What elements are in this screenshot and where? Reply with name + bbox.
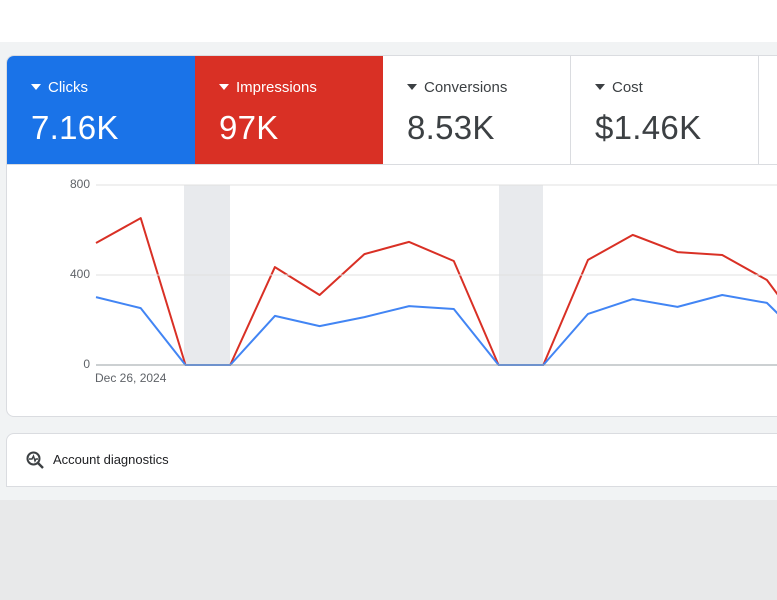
metric-label: Cost <box>612 78 643 96</box>
dropdown-arrow <box>595 84 605 90</box>
y-tick-label: 800 <box>70 177 90 191</box>
diagnostics-title[interactable]: Account diagnostics <box>53 452 169 467</box>
metric-tabs: Clicks 7.16K Impressions 97K Conversions 8.53… <box>7 56 777 165</box>
metric-tab[interactable] <box>759 56 777 164</box>
metric-label-row: Impressions <box>219 78 383 96</box>
metric-value: 7.16K <box>31 109 119 146</box>
metric-label-row: Clicks <box>31 78 195 96</box>
metric-tab[interactable]: Clicks 7.16K <box>7 56 195 164</box>
metric-tab[interactable]: Cost $1.46K <box>571 56 759 164</box>
dropdown-arrow <box>407 84 417 90</box>
dropdown-arrow <box>31 84 41 90</box>
metric-tab[interactable]: Conversions 8.53K <box>383 56 571 164</box>
diagnostics-card[interactable]: Account diagnostics <box>6 433 777 487</box>
metric-label: Conversions <box>424 78 508 96</box>
metric-value: $1.46K <box>595 109 702 146</box>
x-tick-label: Dec 26, 2024 <box>95 371 167 385</box>
chart: 0 400 800 Dec 26, 2024 <box>70 177 777 385</box>
metric-label-row: Cost <box>595 78 758 96</box>
y-tick-label: 0 <box>83 357 90 371</box>
top-bar <box>0 0 777 42</box>
metric-tab[interactable]: Impressions 97K <box>195 56 383 164</box>
dropdown-arrow <box>219 84 229 90</box>
metric-label: Impressions <box>236 78 317 96</box>
metric-label: Clicks <box>48 78 88 96</box>
diagnostics-icon <box>26 451 44 469</box>
metric-value: 8.53K <box>407 109 495 146</box>
metric-value: 97K <box>219 109 279 146</box>
metric-label-row: Conversions <box>407 78 570 96</box>
performance-card: Clicks 7.16K Impressions 97K Conversions 8.53… <box>6 55 777 417</box>
y-tick-label: 400 <box>70 267 90 281</box>
